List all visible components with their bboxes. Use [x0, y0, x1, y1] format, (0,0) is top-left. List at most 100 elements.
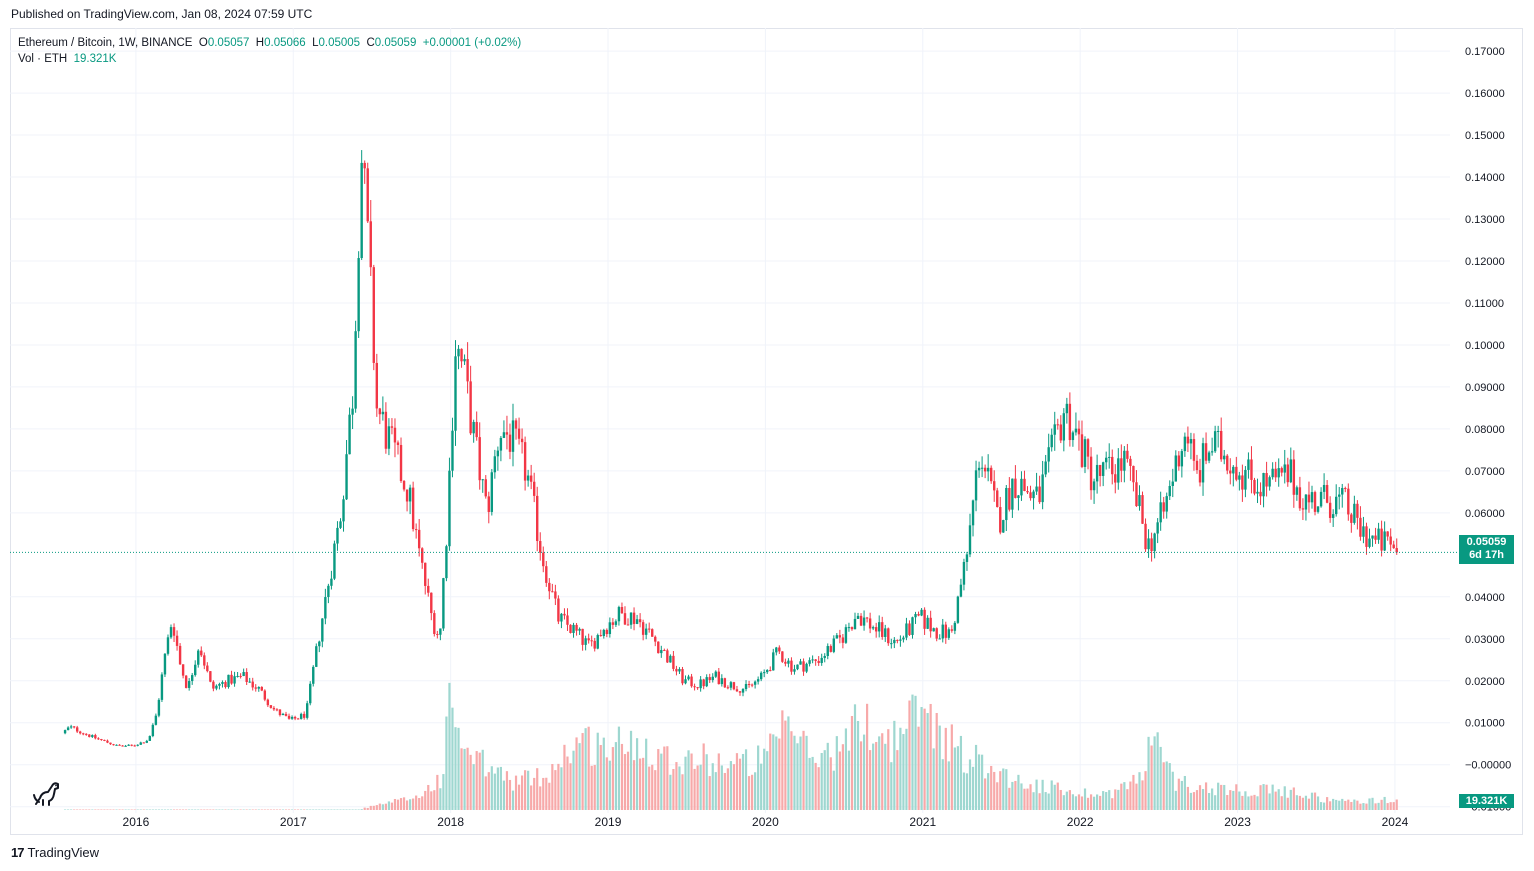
candle-body — [620, 607, 624, 614]
candle-body — [1159, 502, 1162, 523]
volume-bar — [844, 728, 848, 810]
candle-body — [94, 735, 97, 739]
volume-bar — [584, 728, 587, 810]
candle-body — [705, 677, 708, 687]
candle-body — [1229, 470, 1232, 474]
volume-bar — [805, 735, 808, 810]
candle-body — [1280, 468, 1283, 473]
candle-body — [1035, 486, 1038, 492]
volume-bar — [188, 809, 191, 810]
candle-body — [118, 744, 121, 746]
candle-body — [336, 527, 339, 544]
candle-body — [566, 615, 569, 625]
price-chart[interactable]: 0.17000 0.16000 0.15000 0.14000 0.13000 0.120… — [10, 28, 1523, 835]
candle-body — [974, 470, 978, 501]
y-tick-label: 0.12000 — [1465, 256, 1505, 268]
candle-body — [654, 636, 657, 642]
candle-body — [545, 566, 548, 583]
candle-body — [121, 745, 124, 747]
volume-bar — [73, 809, 76, 810]
volume-bar — [145, 809, 148, 810]
volume-bar — [1183, 775, 1186, 810]
volume-bar — [1214, 795, 1217, 810]
candle-body — [874, 627, 878, 632]
candle-body — [1386, 531, 1389, 537]
candle-body — [790, 660, 793, 672]
volume-bar — [100, 809, 103, 810]
candle-body — [430, 592, 433, 614]
volume-bar — [781, 710, 784, 810]
candle-body — [572, 624, 575, 633]
candle-body — [1265, 472, 1268, 487]
candle-body — [569, 624, 572, 633]
volume-bar — [524, 770, 527, 810]
volume-bar — [1005, 769, 1008, 810]
candle-body — [1068, 403, 1072, 441]
volume-bar — [1338, 800, 1341, 810]
volume-bar — [278, 809, 282, 810]
volume-bar — [1032, 792, 1035, 810]
candle-body — [363, 162, 366, 169]
volume-bar — [714, 772, 717, 810]
volume-bar — [1065, 791, 1068, 810]
candle-body — [938, 638, 941, 640]
candle-body — [1256, 491, 1259, 494]
volume-bar — [257, 809, 260, 810]
volume-bar — [968, 759, 972, 810]
volume-bar — [723, 772, 726, 810]
candle-body — [396, 442, 400, 445]
candle-body — [72, 726, 76, 728]
candle-body — [1268, 477, 1271, 487]
candle-body — [408, 487, 412, 502]
volume-bar — [1123, 782, 1126, 810]
candle-body — [814, 659, 817, 661]
volume-bar — [814, 762, 817, 810]
volume-bar — [1168, 763, 1171, 810]
volume-bar — [663, 746, 666, 810]
candle-body — [330, 578, 333, 586]
candle-body — [965, 554, 969, 562]
volume-bar — [772, 734, 775, 810]
candle-body — [1020, 478, 1023, 496]
volume-bar — [763, 748, 766, 810]
candle-body — [345, 454, 348, 500]
volume-bar — [421, 796, 424, 810]
volume-bar — [124, 809, 127, 810]
candle-body — [593, 640, 596, 649]
candle-body — [847, 627, 851, 629]
volume-bar — [1174, 790, 1177, 810]
candle-body — [1062, 413, 1066, 441]
candle-body — [230, 674, 233, 684]
candle-body — [859, 615, 863, 626]
volume-bar — [502, 780, 506, 810]
candle-body — [284, 713, 288, 716]
volume-bar — [233, 809, 236, 810]
volume-bar — [832, 770, 835, 810]
volume-bar — [212, 809, 215, 810]
candle-body — [333, 543, 336, 579]
volume-bar — [1038, 793, 1041, 810]
candle-body — [750, 684, 754, 686]
candle-body — [169, 627, 173, 638]
candle-body — [1335, 496, 1338, 515]
candle-body — [871, 627, 875, 629]
candle-body — [986, 467, 990, 472]
volume-bar — [1126, 789, 1129, 810]
candle-body — [139, 742, 142, 745]
candle-body — [436, 633, 439, 635]
dino-icon[interactable] — [32, 778, 62, 808]
candle-body — [1262, 472, 1265, 497]
volume-bar — [902, 734, 905, 810]
candle-body — [529, 475, 533, 482]
volume-bar — [696, 765, 699, 810]
candle-body — [896, 639, 899, 641]
volume-bar — [1132, 774, 1135, 810]
volume-bar — [1165, 761, 1168, 810]
volume-bar — [1365, 803, 1368, 810]
volume-bar — [354, 809, 357, 810]
volume-bar — [306, 809, 309, 810]
candle-body — [663, 650, 666, 652]
y-tick-label: −0.00000 — [1465, 760, 1511, 772]
volume-bar — [1171, 771, 1174, 810]
volume-bar — [911, 694, 914, 810]
